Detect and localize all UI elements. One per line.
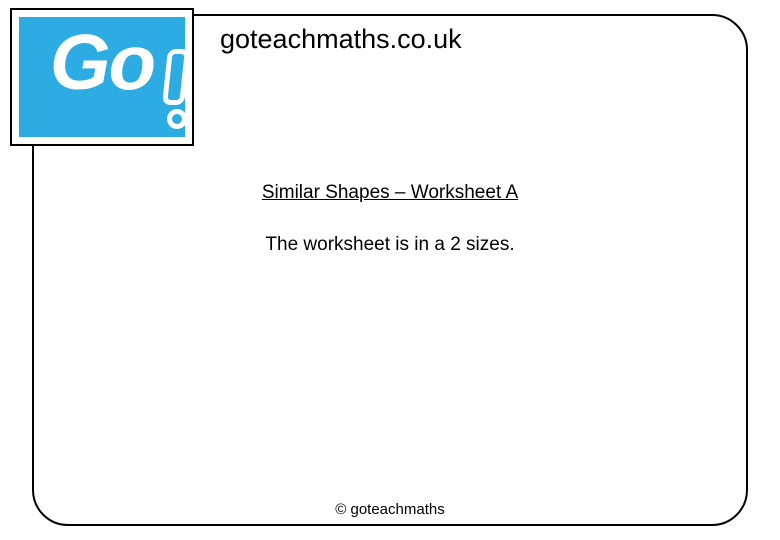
go-logo-bg: Go bbox=[19, 17, 185, 137]
site-url: goteachmaths.co.uk bbox=[220, 24, 462, 55]
go-logo-text: Go bbox=[19, 23, 185, 101]
copyright-footer: © goteachmaths bbox=[0, 501, 780, 518]
worksheet-subtitle: The worksheet is in a 2 sizes. bbox=[0, 234, 780, 256]
exclaim-icon bbox=[165, 49, 187, 129]
worksheet-title: Similar Shapes – Worksheet A bbox=[0, 182, 780, 204]
go-logo: Go bbox=[10, 8, 194, 146]
